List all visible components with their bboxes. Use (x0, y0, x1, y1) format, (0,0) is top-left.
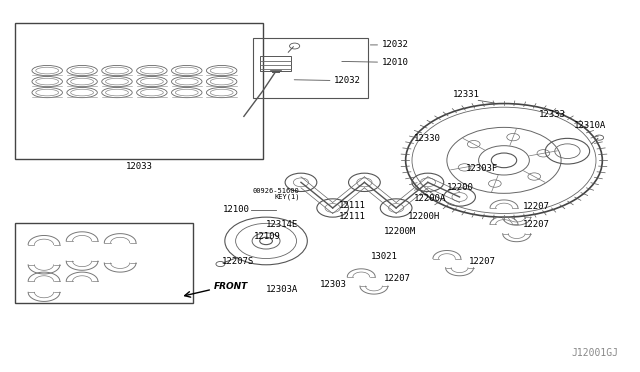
Text: 12100: 12100 (223, 205, 250, 214)
Bar (15, 23, 263, 158)
Text: 12207: 12207 (383, 274, 410, 283)
Text: 12331: 12331 (452, 90, 479, 99)
Text: 12207: 12207 (469, 257, 496, 266)
Bar (15, 223, 193, 303)
Text: 12032: 12032 (381, 41, 408, 49)
Text: 12303: 12303 (320, 280, 347, 289)
Text: 00926-51600: 00926-51600 (253, 189, 300, 195)
Text: 12200: 12200 (447, 183, 474, 192)
Text: 12200A: 12200A (414, 194, 446, 203)
Text: 12303F: 12303F (466, 164, 498, 173)
Text: 13021: 13021 (371, 252, 397, 261)
Text: KEY(1): KEY(1) (274, 194, 300, 200)
Text: 12032: 12032 (334, 76, 361, 85)
Text: 12207S: 12207S (221, 257, 254, 266)
Text: 12330: 12330 (414, 134, 441, 143)
Text: 12207: 12207 (523, 202, 550, 211)
Text: 12207: 12207 (523, 220, 550, 229)
Bar (260, 56, 291, 71)
Text: 12033: 12033 (125, 162, 152, 171)
Text: J12001GJ: J12001GJ (571, 348, 618, 358)
Text: FRONT: FRONT (214, 282, 248, 291)
Bar (253, 38, 367, 98)
Text: 12333: 12333 (539, 110, 566, 119)
Text: 12200M: 12200M (383, 227, 416, 236)
Text: 12111: 12111 (339, 201, 366, 209)
Text: 12010: 12010 (381, 58, 408, 67)
Text: 12314E: 12314E (266, 220, 298, 229)
Text: 12303A: 12303A (266, 285, 298, 294)
Text: 12109: 12109 (253, 232, 280, 241)
Text: 12310A: 12310A (574, 121, 606, 130)
Text: 12111: 12111 (339, 212, 366, 221)
Text: 12200H: 12200H (408, 212, 440, 221)
